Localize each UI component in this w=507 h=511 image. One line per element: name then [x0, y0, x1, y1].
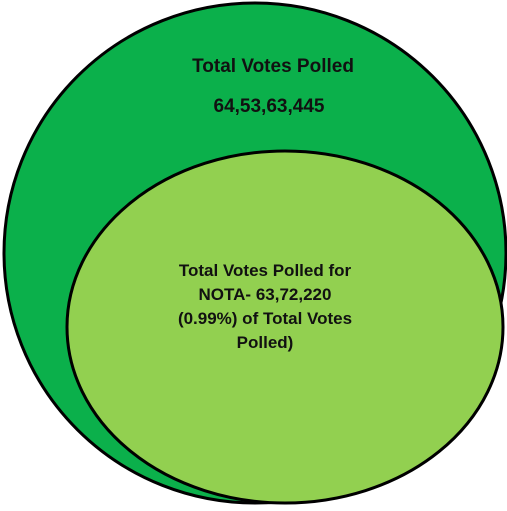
inner-label-line-1: Total Votes Polled for — [179, 261, 352, 280]
inner-label-line-3: (0.99%) of Total Votes — [178, 309, 352, 328]
outer-title: Total Votes Polled — [192, 56, 354, 77]
inner-label-line-2: NOTA- 63,72,220 — [199, 285, 332, 304]
outer-value: 64,53,63,445 — [214, 96, 325, 117]
inner-label-line-4: Polled) — [237, 333, 294, 352]
inner-circle-nota-votes — [65, 149, 505, 505]
